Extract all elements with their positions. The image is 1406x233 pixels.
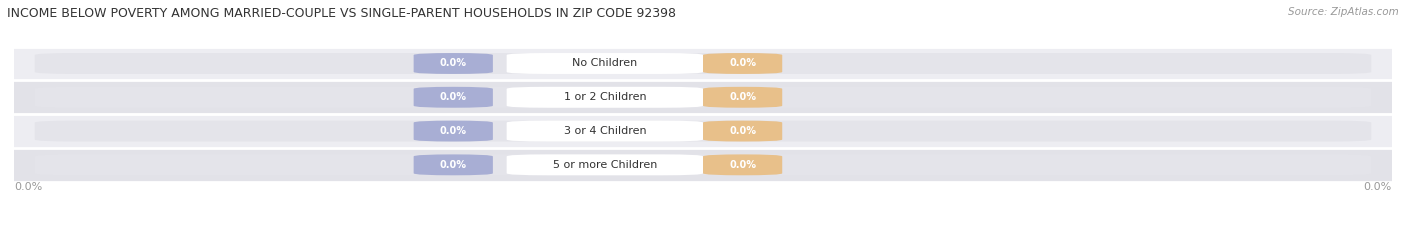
Text: 0.0%: 0.0% <box>440 58 467 69</box>
Text: INCOME BELOW POVERTY AMONG MARRIED-COUPLE VS SINGLE-PARENT HOUSEHOLDS IN ZIP COD: INCOME BELOW POVERTY AMONG MARRIED-COUPL… <box>7 7 676 20</box>
FancyBboxPatch shape <box>35 87 1371 108</box>
FancyBboxPatch shape <box>413 154 494 175</box>
Bar <box>14 80 1392 114</box>
FancyBboxPatch shape <box>506 121 703 141</box>
FancyBboxPatch shape <box>506 53 703 74</box>
Text: Source: ZipAtlas.com: Source: ZipAtlas.com <box>1288 7 1399 17</box>
Text: 0.0%: 0.0% <box>730 58 756 69</box>
FancyBboxPatch shape <box>413 87 494 108</box>
Bar <box>14 148 1392 182</box>
Text: 5 or more Children: 5 or more Children <box>553 160 657 170</box>
Text: 0.0%: 0.0% <box>14 182 42 192</box>
Bar <box>14 47 1392 80</box>
FancyBboxPatch shape <box>506 87 703 108</box>
FancyBboxPatch shape <box>413 121 494 141</box>
Text: 0.0%: 0.0% <box>440 92 467 102</box>
FancyBboxPatch shape <box>35 53 1371 74</box>
Text: 1 or 2 Children: 1 or 2 Children <box>564 92 647 102</box>
Text: 0.0%: 0.0% <box>440 160 467 170</box>
FancyBboxPatch shape <box>703 154 782 175</box>
FancyBboxPatch shape <box>506 154 703 175</box>
FancyBboxPatch shape <box>703 121 782 141</box>
FancyBboxPatch shape <box>703 53 782 74</box>
Text: 0.0%: 0.0% <box>730 92 756 102</box>
Text: 0.0%: 0.0% <box>1364 182 1392 192</box>
FancyBboxPatch shape <box>703 87 782 108</box>
Text: 0.0%: 0.0% <box>730 160 756 170</box>
Bar <box>14 114 1392 148</box>
Text: 0.0%: 0.0% <box>730 126 756 136</box>
Text: 3 or 4 Children: 3 or 4 Children <box>564 126 647 136</box>
Text: No Children: No Children <box>572 58 637 69</box>
FancyBboxPatch shape <box>35 121 1371 141</box>
Text: 0.0%: 0.0% <box>440 126 467 136</box>
FancyBboxPatch shape <box>413 53 494 74</box>
FancyBboxPatch shape <box>35 154 1371 175</box>
